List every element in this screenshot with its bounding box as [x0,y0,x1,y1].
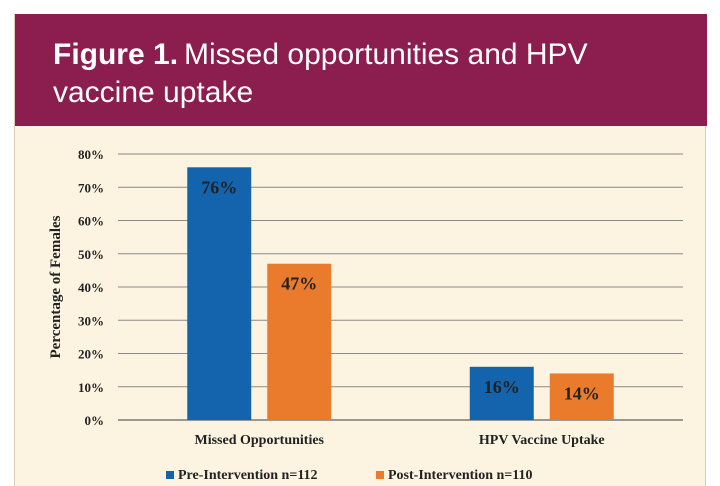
figure-label: Figure 1. [53,38,179,71]
y-axis-label: Percentage of Females [48,215,64,358]
data-label: 16% [484,377,520,397]
figure-title-text: Missed opportunities and HPV vaccine upt… [53,38,588,109]
bars: 76% 47% 16% 14% [187,167,614,420]
category-label: Missed Opportunities [194,433,324,448]
data-label: 47% [281,274,317,294]
legend-swatch [376,471,384,479]
y-tick-label: 10% [78,380,104,395]
bar [469,366,534,420]
figure-panel: Figure 1. Missed opportunities and HPV va… [14,14,707,486]
y-tick-label: 40% [78,280,104,295]
bar [187,167,252,420]
figure-header: Figure 1. Missed opportunities and HPV va… [15,14,707,126]
y-tick-label: 60% [78,214,104,229]
legend: Pre-Intervention n=112 Post-Intervention … [166,468,532,483]
y-tick-label: 70% [78,180,104,195]
y-tick-label: 80% [78,147,104,162]
legend-label: Post-Intervention n=110 [388,468,532,483]
category-labels: Missed Opportunities HPV Vaccine Uptake [194,433,604,448]
data-label: 76% [201,177,237,197]
y-tick-label: 50% [78,247,104,262]
category-label: HPV Vaccine Uptake [479,433,605,448]
y-tick-label: 20% [78,347,104,362]
data-label: 14% [564,383,600,403]
bar [549,373,614,420]
legend-swatch [166,471,174,479]
y-axis-ticks: 0% 10% 20% 30% 40% 50% 60% 70% 80% [78,147,104,428]
y-tick-label: 30% [78,313,104,328]
legend-label: Pre-Intervention n=112 [178,468,318,483]
bar [267,263,332,420]
y-tick-label: 0% [85,413,105,428]
figure-title: Figure 1. Missed opportunities and HPV va… [53,36,673,112]
